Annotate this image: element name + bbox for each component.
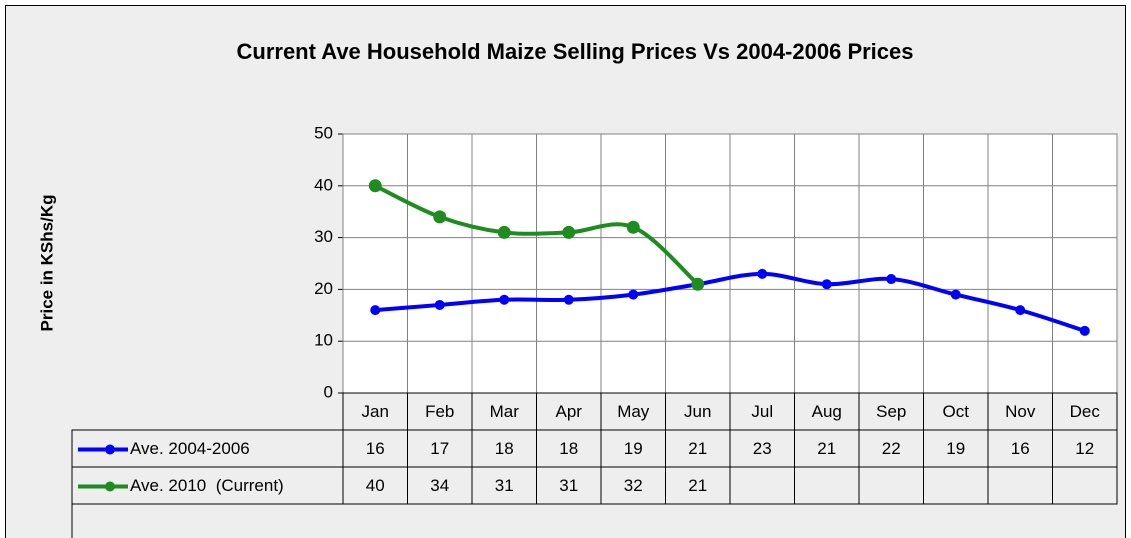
- x-tick-label: Jun: [684, 402, 711, 421]
- data-point: [1015, 305, 1026, 316]
- data-point: [626, 220, 640, 234]
- x-tick-label: Jul: [751, 402, 773, 421]
- y-tick-label: 0: [324, 382, 333, 401]
- table-value: 16: [1011, 439, 1030, 458]
- y-tick-label: 30: [314, 227, 333, 246]
- x-tick-label: May: [617, 402, 650, 421]
- table-value: 21: [817, 439, 836, 458]
- table-cell: [71, 466, 344, 505]
- legend-marker: [105, 444, 115, 455]
- y-tick-label: 50: [314, 123, 333, 142]
- x-tick-label: Feb: [425, 402, 454, 421]
- data-point: [433, 210, 447, 224]
- y-tick-label: 10: [314, 331, 333, 350]
- data-point: [562, 225, 576, 239]
- table-value: 21: [688, 476, 707, 495]
- data-point: [434, 299, 445, 310]
- table-value: 19: [624, 439, 643, 458]
- legend-marker: [105, 481, 115, 492]
- table-value: 17: [430, 439, 449, 458]
- data-point: [497, 225, 511, 239]
- data-point: [499, 294, 510, 305]
- table-value: 31: [559, 476, 578, 495]
- legend-label: Ave. 2010 (Current): [130, 476, 284, 495]
- data-point: [368, 179, 382, 193]
- x-tick-label: Apr: [556, 402, 583, 421]
- y-tick-label: 20: [314, 279, 333, 298]
- x-tick-label: Aug: [812, 402, 842, 421]
- table-value: 18: [495, 439, 514, 458]
- table-value: 12: [1075, 439, 1094, 458]
- table-value: 18: [559, 439, 578, 458]
- table-value: 34: [430, 476, 449, 495]
- series-line: [375, 271, 1086, 333]
- table-value: 21: [688, 439, 707, 458]
- x-tick-label: Nov: [1005, 402, 1036, 421]
- data-point: [950, 289, 961, 300]
- data-point: [1079, 325, 1090, 336]
- x-tick-label: Oct: [943, 402, 970, 421]
- table-cell: [1052, 466, 1118, 505]
- data-point: [821, 279, 832, 290]
- table-value: 22: [882, 439, 901, 458]
- table-value: 19: [946, 439, 965, 458]
- data-point: [563, 294, 574, 305]
- legend-label: Ave. 2004-2006: [130, 439, 250, 458]
- table-value: 16: [366, 439, 385, 458]
- data-point: [886, 274, 897, 285]
- data-point: [628, 289, 639, 300]
- y-tick-label: 40: [314, 175, 333, 194]
- data-point: [691, 277, 705, 291]
- y-axis-label: Price in KShs/Kg: [37, 195, 56, 332]
- data-point: [757, 268, 768, 279]
- x-tick-label: Jan: [362, 402, 389, 421]
- chart-title: Current Ave Household Maize Selling Pric…: [237, 39, 914, 64]
- x-tick-label: Sep: [876, 402, 906, 421]
- table-value: 31: [495, 476, 514, 495]
- data-point: [370, 305, 381, 316]
- table-value: 32: [624, 476, 643, 495]
- x-tick-label: Mar: [490, 402, 520, 421]
- table-value: 40: [366, 476, 385, 495]
- table-value: 23: [753, 439, 772, 458]
- x-tick-label: Dec: [1070, 402, 1101, 421]
